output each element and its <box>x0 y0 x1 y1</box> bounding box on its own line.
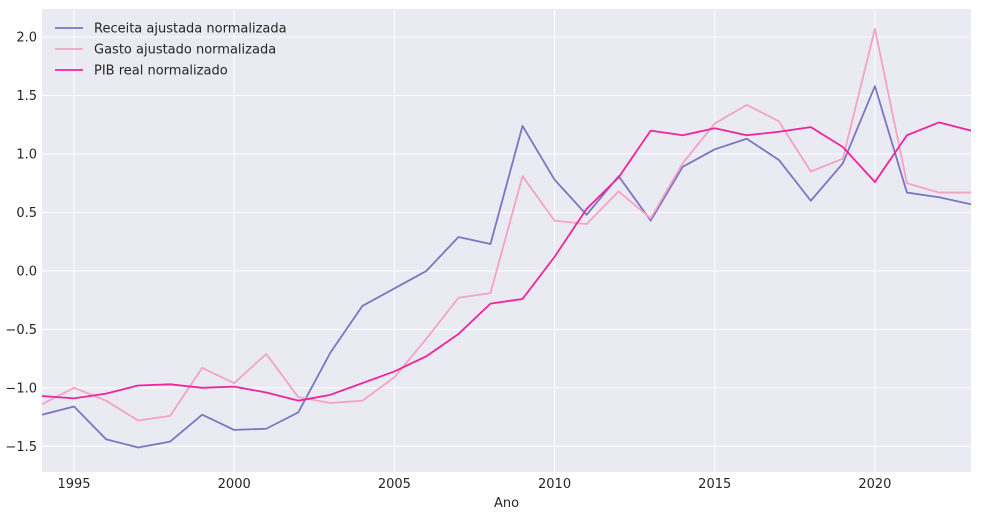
y-tick-label: 0.0 <box>16 264 37 279</box>
x-tick-label: 2020 <box>858 477 891 492</box>
series-lines <box>42 27 971 449</box>
x-tick-label: 2000 <box>218 477 251 492</box>
y-tick-label: 2.0 <box>16 31 37 46</box>
series-line-2 <box>42 27 971 422</box>
x-tick-label: 2005 <box>378 477 411 492</box>
x-tick-label: 1995 <box>57 477 90 492</box>
legend-label-2: Gasto ajustado normalizada <box>94 43 276 58</box>
x-axis-label: Ano <box>494 496 519 511</box>
series-line-3 <box>42 121 971 402</box>
legend-label-1: Receita ajustada normalizada <box>94 22 287 37</box>
x-tick-label: 2010 <box>538 477 571 492</box>
series-line-1 <box>42 85 971 449</box>
x-tick-labels: 1995 2000 2005 2010 2015 2020 <box>57 477 891 492</box>
y-tick-label: 0.5 <box>16 206 37 221</box>
x-tick-label: 2015 <box>698 477 731 492</box>
y-tick-label: 1.5 <box>16 89 37 104</box>
legend: Receita ajustada normalizada Gasto ajusta… <box>55 22 287 79</box>
x-gridlines <box>73 9 876 472</box>
y-tick-label: 1.0 <box>16 147 37 162</box>
y-tick-labels: −1.5 −1.0 −0.5 0.0 0.5 1.0 1.5 2.0 <box>5 31 37 455</box>
y-tick-label: −0.5 <box>5 323 37 338</box>
plot-background <box>42 9 971 472</box>
legend-label-3: PIB real normalizado <box>94 64 228 79</box>
y-tick-label: −1.0 <box>5 381 37 396</box>
y-tick-label: −1.5 <box>5 440 37 455</box>
